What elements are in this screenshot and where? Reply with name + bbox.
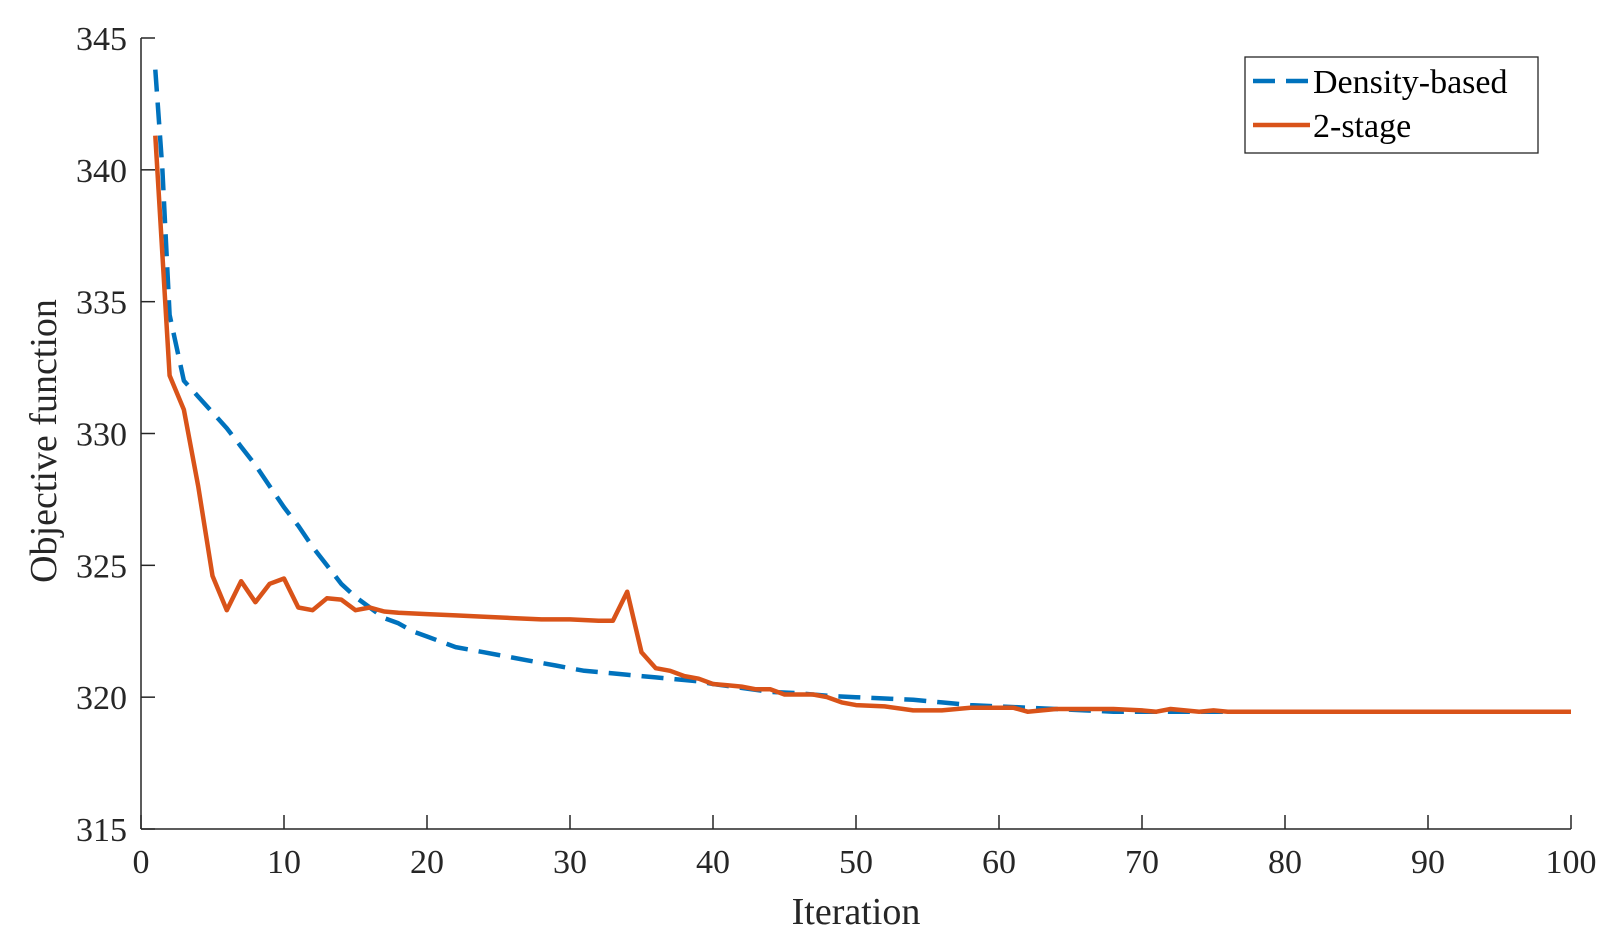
legend: Density-based 2-stage (1244, 56, 1539, 154)
legend-label-2-stage: 2-stage (1313, 108, 1411, 145)
x-tick-label: 90 (1411, 844, 1445, 881)
x-tick-label: 70 (1125, 844, 1159, 881)
y-tick-label: 315 (76, 812, 127, 849)
x-tick-label: 80 (1268, 844, 1302, 881)
y-tick-label: 335 (76, 285, 127, 322)
legend-box (1244, 56, 1539, 154)
x-tick-label: 0 (133, 844, 150, 881)
y-tick-label: 320 (76, 680, 127, 717)
plot-area (153, 69, 1571, 714)
y-axis-title: Objective function (23, 299, 65, 583)
y-tick-label: 340 (76, 153, 127, 190)
x-tick-label: 60 (982, 844, 1016, 881)
y-tick-label: 345 (76, 21, 127, 58)
x-tick-label: 30 (553, 844, 587, 881)
x-tick-label: 10 (267, 844, 301, 881)
y-axis-ticks: 315 320 325 330 335 340 345 (76, 21, 155, 849)
x-axis-title: Iteration (792, 891, 921, 933)
y-tick-label: 325 (76, 548, 127, 585)
x-tick-label: 50 (839, 844, 873, 881)
x-axis-ticks: 0 10 20 30 40 50 60 70 80 90 100 (133, 815, 1597, 881)
series-line-2-stage (153, 135, 1571, 714)
legend-label-density-based: Density-based (1313, 64, 1508, 101)
series-line-density-based (153, 69, 1571, 714)
y-tick-label: 330 (76, 417, 127, 454)
x-tick-label: 40 (696, 844, 730, 881)
x-tick-label: 100 (1546, 844, 1597, 881)
x-tick-label: 20 (410, 844, 444, 881)
